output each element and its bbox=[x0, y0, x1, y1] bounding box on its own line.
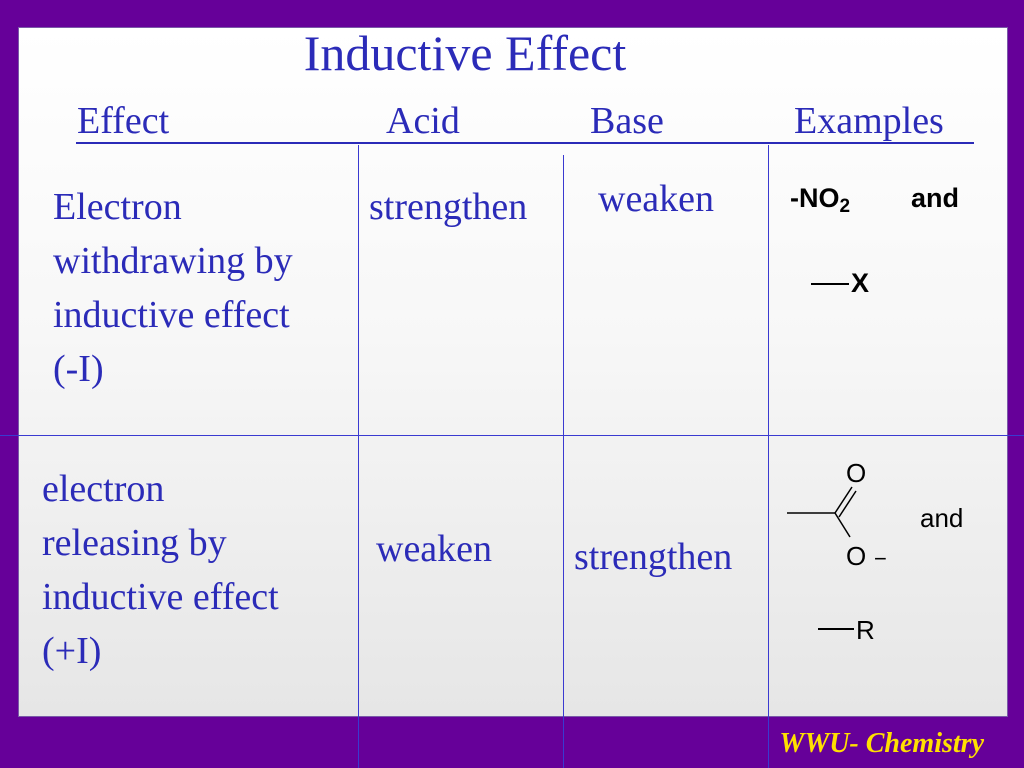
carboxylate-double-bond-b bbox=[838, 490, 857, 518]
row2-effect-line: electron bbox=[42, 468, 165, 510]
nitro-group-text: -NO bbox=[790, 183, 840, 213]
row2-acid: weaken bbox=[376, 528, 493, 570]
row1-effect-line: inductive effect bbox=[53, 294, 290, 336]
grid-line-horizontal bbox=[0, 435, 1024, 436]
header-underline bbox=[76, 142, 974, 144]
header-base: Base bbox=[590, 100, 664, 142]
row1-effect-line: (-I) bbox=[53, 348, 104, 390]
row2-effect-line: inductive effect bbox=[42, 576, 279, 618]
row2-effect-line: (+I) bbox=[42, 630, 102, 672]
row1-example-nitro: -NO2 bbox=[790, 183, 850, 218]
grid-line-vertical-2 bbox=[563, 155, 564, 768]
row2-example-and: and bbox=[920, 503, 964, 533]
row2-effect-line: releasing by bbox=[42, 522, 227, 564]
row1-example-halogen: X bbox=[851, 268, 870, 298]
row1-example-and: and bbox=[911, 183, 960, 213]
header-acid: Acid bbox=[386, 100, 460, 142]
footer-label: WWU- Chemistry bbox=[779, 728, 984, 759]
carboxylate-single-bond bbox=[834, 512, 851, 538]
bond-line-x bbox=[811, 283, 849, 285]
grid-line-vertical-3 bbox=[768, 145, 769, 768]
grid-line-vertical-1 bbox=[358, 145, 359, 768]
slide-title: Inductive Effect bbox=[303, 25, 627, 81]
row2-effect: electron releasing by inductive effect (… bbox=[42, 462, 279, 678]
carboxylate-charge: − bbox=[874, 546, 887, 571]
carboxylate-double-bond-a bbox=[834, 486, 853, 514]
row2-example-alkyl: R bbox=[856, 615, 875, 645]
header-effect: Effect bbox=[77, 100, 170, 142]
row1-effect-line: Electron bbox=[53, 186, 182, 228]
row1-acid: strengthen bbox=[369, 186, 528, 228]
carboxylate-oxygen-top: O bbox=[846, 458, 867, 488]
row2-base: strengthen bbox=[574, 536, 733, 578]
carboxylate-oxygen-bottom: O bbox=[846, 541, 867, 571]
row1-base: weaken bbox=[598, 178, 715, 220]
row1-effect-line: withdrawing by bbox=[53, 240, 293, 282]
row1-effect: Electron withdrawing by inductive effect… bbox=[53, 180, 293, 396]
header-examples: Examples bbox=[794, 100, 944, 142]
carboxylate-structure bbox=[787, 486, 857, 538]
bond-line-r bbox=[818, 628, 854, 630]
nitro-subscript: 2 bbox=[839, 196, 851, 217]
